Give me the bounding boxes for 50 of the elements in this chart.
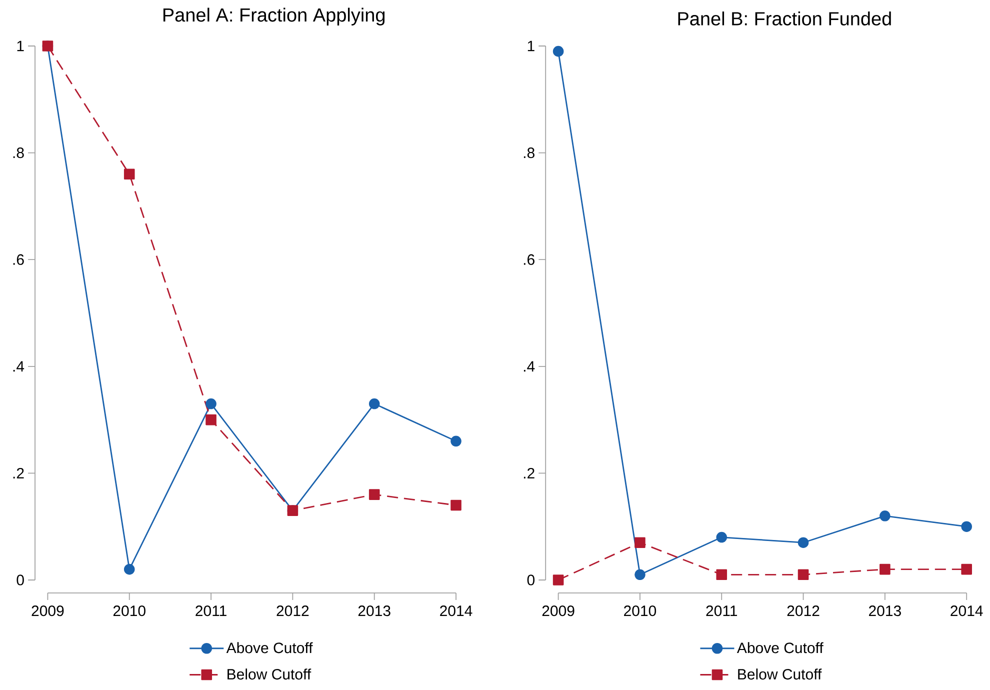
y-tick-label: .6 [13,254,24,265]
y-tick-label: 0 [16,574,24,586]
y-tick-label: .2 [524,468,534,478]
y-tick-label: 1 [528,40,534,52]
point [450,436,462,447]
chart-title: Panel B: Fraction Funded [678,12,891,26]
x-tick-label: 2013 [358,606,390,616]
y-tick-label: .6 [524,254,534,265]
legend-label: Below Cutoff [228,668,312,680]
point [634,569,646,580]
point [634,537,646,548]
point [798,569,809,580]
point [798,537,809,548]
point [961,521,972,532]
y-tick-label: .4 [13,361,24,372]
x-tick-label: 2014 [440,606,472,616]
point [368,398,380,410]
legend-label: Below Cutoff [738,668,822,680]
x-tick-label: 2009 [32,606,64,616]
point [552,46,564,57]
point [716,532,728,543]
x-tick-label: 2010 [113,606,146,616]
point [368,489,380,500]
point [206,414,216,426]
point [880,564,890,575]
y-tick-label: .2 [13,468,24,478]
x-tick-label: 2011 [196,606,226,616]
y-tick-label: 1 [17,40,24,52]
x-tick-label: 2010 [624,606,656,616]
x-tick-label: 2014 [950,606,983,616]
x-tick-label: 2012 [787,606,820,616]
y-tick-label: .8 [13,147,24,158]
point [124,168,135,180]
x-tick-label: 2012 [276,606,309,616]
legend-label: Above Cutoff [226,642,313,654]
point [206,398,216,410]
point [716,569,728,580]
y-tick-label: .4 [524,361,535,372]
x-tick-label: 2011 [706,606,738,616]
point [552,574,564,586]
x-tick-label: 2013 [869,606,901,616]
legend-label: Above Cutoff [736,642,824,654]
point [450,500,462,511]
point [124,564,135,575]
point [961,564,972,575]
point [880,510,890,522]
chart-title: Panel A: Fraction Applying [163,8,385,26]
y-tick-label: .8 [524,147,534,158]
x-tick-label: 2009 [542,606,574,616]
y-tick-label: 0 [527,574,535,586]
